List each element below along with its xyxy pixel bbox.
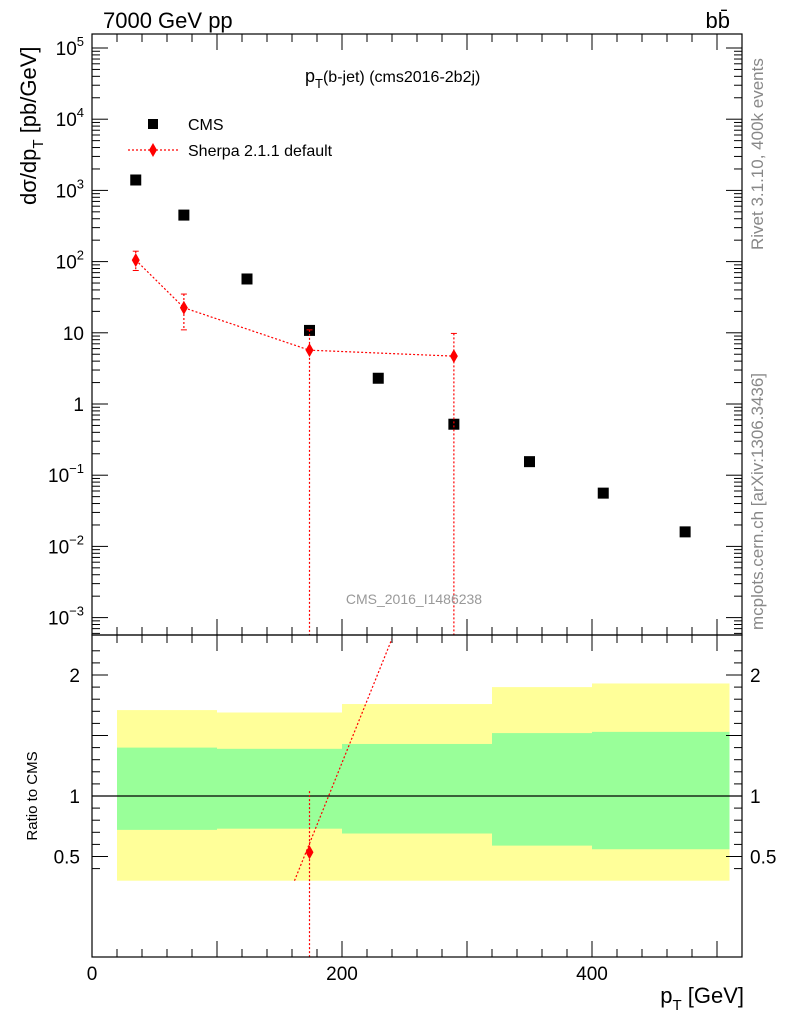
uncertainty-band-inner: [217, 748, 342, 829]
y-axis-label-sub: T: [30, 139, 47, 148]
sherpa-line: [135, 259, 454, 357]
plot-title-sub: T: [315, 76, 323, 91]
beam-label: 7000 GeV pp: [103, 8, 233, 33]
x-tick-label: 400: [576, 964, 608, 985]
ratio-sherpa-data-point: [305, 845, 314, 860]
analysis-tag: CMS_2016_I1486238: [346, 591, 482, 607]
y-axis-label-main: dσ/dp: [16, 149, 41, 205]
sherpa-data-point: [179, 300, 188, 315]
cms-data-point: [679, 526, 691, 538]
sherpa-data-point: [305, 343, 314, 358]
x-tick-label: 0: [87, 964, 98, 985]
x-axis-label-main: p: [660, 983, 672, 1008]
cms-data-point: [130, 174, 142, 186]
y-tick-label: 104: [56, 105, 84, 131]
ratio-y-tick-label-right: 1: [750, 787, 761, 808]
y-tick-label: 1: [73, 395, 84, 416]
x-axis-label: pT [GeV]: [660, 983, 744, 1014]
plot-title: pT(b-jet) (cms2016-2b2j): [305, 66, 480, 91]
y-tick-label: 102: [56, 248, 84, 274]
ratio-y-axis-label: Ratio to CMS: [24, 751, 41, 840]
sherpa-data-point: [449, 349, 458, 364]
ratio-y-tick-label-right: 2: [750, 666, 761, 687]
y-tick-label: 103: [56, 176, 84, 202]
ratio-sherpa-line: [293, 638, 393, 881]
plot-title-main: p: [305, 66, 315, 86]
ratio-y-tick-label-left: 1: [69, 787, 80, 808]
legend-label-sherpa: Sherpa 2.1.1 default: [188, 143, 333, 160]
cms-data-point: [372, 372, 384, 384]
uncertainty-band-inner: [592, 731, 730, 850]
cms-data-point: [448, 418, 460, 430]
ratio-plot-panel: 0.5 0.5 1 1 2 2 0 200 400 Ratio to CMS pT [GeV]: [24, 634, 776, 1014]
legend: CMS Sherpa 2.1.1 default: [128, 117, 333, 160]
legend-marker-sherpa: [149, 143, 157, 157]
legend-marker-cms: [148, 119, 158, 129]
y-tick-label: 105: [56, 34, 84, 60]
plot-title-rest: (b-jet) (cms2016-2b2j): [323, 69, 480, 86]
x-axis-label-rest: [GeV]: [682, 983, 744, 1008]
ratio-y-tick-label-left: 0.5: [54, 848, 80, 869]
uncertainty-band-inner: [342, 743, 492, 834]
cms-data-point: [241, 273, 253, 285]
y-tick-label: 10−2: [48, 532, 84, 558]
y-axis-label: dσ/dpT [pb/GeV]: [16, 46, 47, 205]
cms-data-point: [524, 456, 535, 468]
cms-data-point: [597, 487, 609, 499]
x-tick-label: 200: [326, 964, 358, 985]
rivet-version-label: Rivet 3.1.10, 400k events: [748, 58, 767, 250]
uncertainty-band-inner: [117, 747, 217, 830]
uncertainty-band-inner: [492, 733, 592, 846]
y-tick-label: 10−3: [48, 604, 84, 630]
y-axis-label-rest: [pb/GeV]: [16, 46, 41, 139]
ratio-y-tick-label-right: 0.5: [750, 848, 776, 869]
process-label: bb̄: [706, 8, 730, 33]
cms-data-point: [178, 209, 190, 221]
x-axis-label-sub: T: [672, 997, 681, 1014]
legend-label-cms: CMS: [188, 117, 224, 134]
sherpa-data-point: [131, 253, 140, 268]
source-label: mcplots.cern.ch [arXiv:1306.3436]: [748, 373, 767, 630]
y-tick-label: 10−1: [48, 461, 84, 487]
ratio-y-tick-label-left: 2: [69, 666, 80, 687]
y-tick-label: 10: [63, 324, 84, 345]
